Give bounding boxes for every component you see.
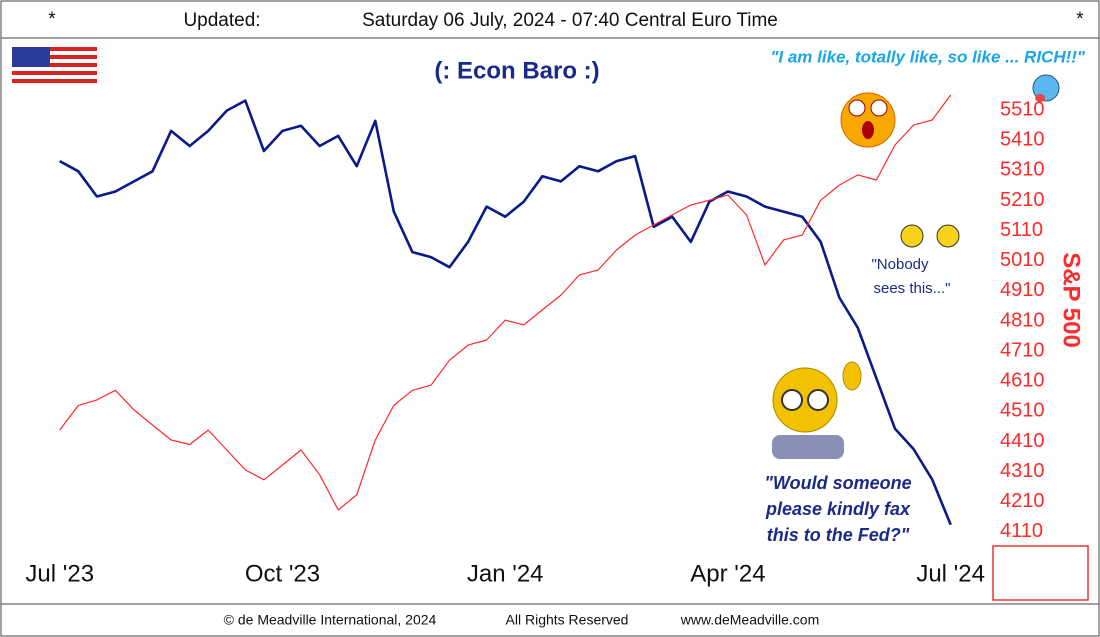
emoji-tongue bbox=[1032, 74, 1060, 102]
emoji-sad bbox=[900, 224, 960, 248]
series-line bbox=[59, 99, 952, 526]
copyright: © de Meadville International, 2024 bbox=[224, 612, 437, 628]
site: www.deMeadville.com bbox=[680, 612, 820, 628]
rights: All Rights Reserved bbox=[506, 612, 629, 628]
annotation: "I am like, totally like, so like ... RI… bbox=[770, 47, 1086, 66]
x-tick-label: Apr '24 bbox=[690, 560, 765, 587]
y2-tick-label: 5510 bbox=[1000, 98, 1045, 120]
star: * bbox=[1076, 9, 1084, 30]
emoji-nerd bbox=[772, 361, 862, 459]
y2-tick-label: 4810 bbox=[1000, 309, 1045, 331]
chart-title: (: Econ Baro :) bbox=[434, 57, 599, 84]
emoji-shocked bbox=[840, 92, 896, 148]
y2-tick-label: 5410 bbox=[1000, 128, 1045, 150]
annotation: "Would someone bbox=[764, 473, 911, 493]
annotation: "Nobody bbox=[871, 256, 929, 273]
annotation: this to the Fed?" bbox=[767, 525, 910, 545]
y2-axis-label: S&P 500 bbox=[1058, 252, 1085, 348]
x-tick-label: Oct '23 bbox=[245, 560, 320, 587]
y2-tick-label: 5010 bbox=[1000, 249, 1045, 271]
x-tick-label: Jul '24 bbox=[916, 560, 985, 587]
y2-tick-label: 4310 bbox=[1000, 460, 1045, 482]
y2-tick-label: 4910 bbox=[1000, 279, 1045, 301]
empty-box bbox=[992, 545, 1089, 601]
y2-tick-label: 4510 bbox=[1000, 400, 1045, 422]
y2-tick-label: 5210 bbox=[1000, 189, 1045, 211]
x-tick-label: Jan '24 bbox=[467, 560, 544, 587]
y2-tick-label: 4410 bbox=[1000, 430, 1045, 452]
y2-tick-label: 5310 bbox=[1000, 159, 1045, 181]
star: * bbox=[48, 9, 56, 30]
timestamp: Saturday 06 July, 2024 - 07:40 Central E… bbox=[362, 10, 778, 31]
x-tick-label: Jul '23 bbox=[25, 560, 94, 587]
y2-tick-label: 4110 bbox=[1000, 520, 1043, 542]
series-line bbox=[59, 94, 952, 511]
y2-tick-label: 4610 bbox=[1000, 370, 1045, 392]
us-flag bbox=[12, 47, 97, 83]
annotation: please kindly fax bbox=[765, 499, 911, 519]
y2-tick-label: 4710 bbox=[1000, 339, 1045, 361]
updated-label: Updated: bbox=[183, 10, 260, 31]
annotation: sees this..." bbox=[873, 280, 950, 297]
y2-tick-label: 4210 bbox=[1000, 490, 1045, 512]
y2-tick-label: 5110 bbox=[1000, 219, 1043, 241]
